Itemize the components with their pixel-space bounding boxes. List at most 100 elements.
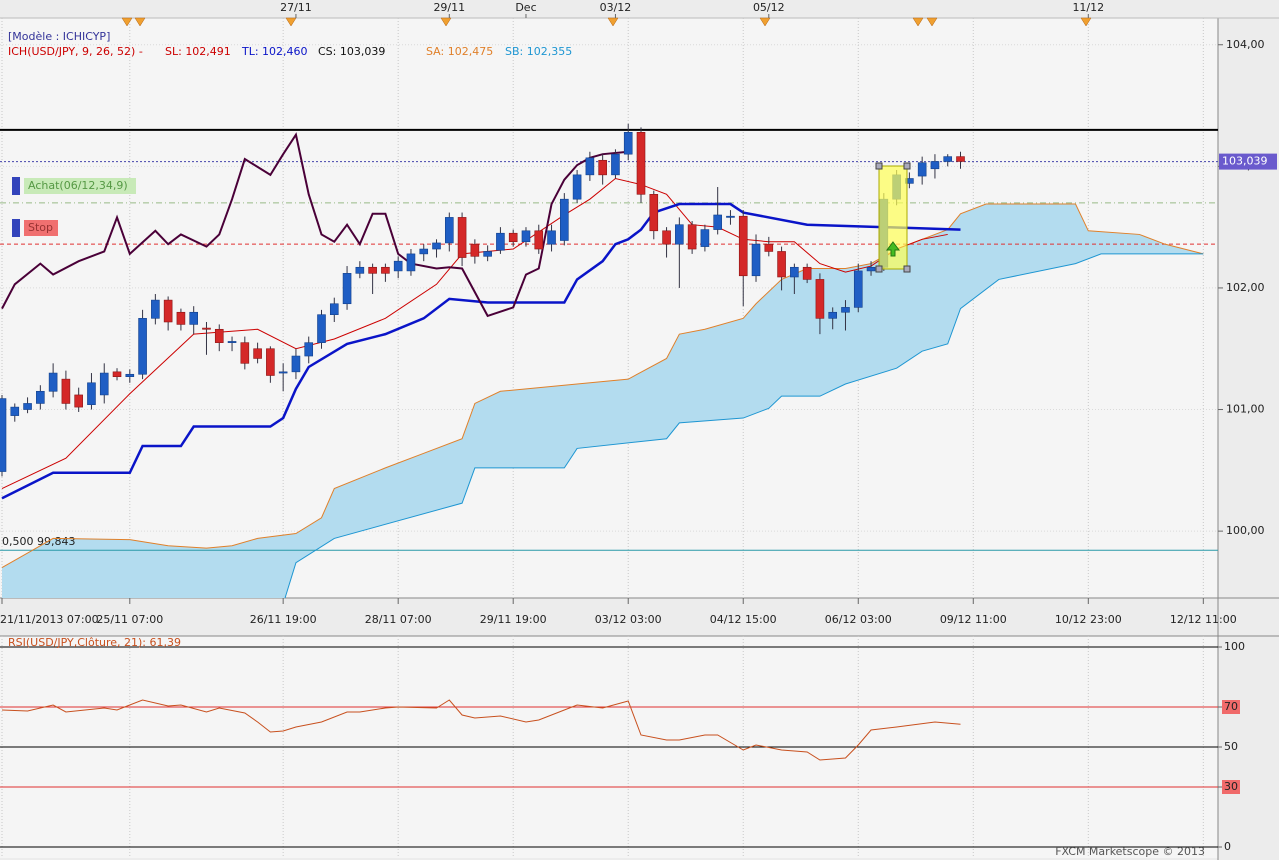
rsi-label: RSI(USD/JPY,Clôture, 21): 61,39 (8, 636, 181, 649)
candle-body (751, 243, 761, 277)
candle-body (381, 266, 390, 274)
candle-body (662, 230, 671, 245)
candle-body (496, 232, 505, 251)
x-tick-label: 28/11 07:00 (365, 613, 432, 626)
indicator-line (1, 132, 629, 318)
x-tick-label: 04/12 15:00 (710, 613, 777, 626)
candle-body (841, 307, 850, 313)
price-label: 103,039 (1222, 155, 1268, 168)
candle-body (0, 398, 7, 472)
candle-body (317, 314, 326, 343)
candle-body (432, 242, 441, 250)
annotation-marker (12, 177, 20, 195)
legend-entry: CS: 103,039 (318, 45, 385, 58)
handle (875, 162, 883, 170)
handle (903, 265, 911, 273)
candle-body (470, 243, 480, 257)
y-tick-label: 100,00 (1226, 524, 1265, 537)
candle-body (866, 266, 876, 272)
candle-body (700, 229, 710, 247)
candle-body (393, 260, 403, 272)
x-tick-label: 26/11 19:00 (250, 613, 317, 626)
legend-entry: SA: 102,475 (426, 45, 493, 58)
annotation-marker (12, 219, 20, 237)
candle-body (853, 270, 863, 308)
candle-body (815, 279, 825, 319)
x-tick-label: 29/11 19:00 (480, 613, 547, 626)
indicator-label: ICH(USD/JPY, 9, 26, 52) - (8, 45, 143, 58)
candle-body (687, 224, 697, 250)
candle-body (943, 156, 953, 162)
x-tick-label: 06/12 03:00 (825, 613, 892, 626)
candle-body (240, 342, 250, 364)
price-panel: 0,500 99,843 (0, 18, 1218, 598)
candle-body (138, 318, 147, 375)
model-label: [Modèle : ICHICYP] (8, 30, 110, 43)
candle-body (777, 251, 786, 278)
candle-body (930, 161, 940, 170)
annotation-label: Stop (28, 221, 53, 234)
top-tick-label: 03/12 (600, 1, 632, 14)
candle-body (585, 157, 595, 176)
candle-body (419, 248, 429, 255)
indicator-line (1, 699, 961, 761)
candle-body (112, 371, 122, 378)
top-tick-label: 11/12 (1072, 1, 1104, 14)
candle-body (189, 311, 198, 325)
rsi-tick-label: 50 (1224, 740, 1238, 753)
x-tick-label: 21/11/2013 07:00 (0, 613, 99, 626)
candle-body (355, 266, 365, 274)
candle-body (227, 341, 237, 343)
rsi-tick-label: 0 (1224, 840, 1231, 853)
candle-body (151, 299, 160, 319)
rsi-tick-box (1222, 700, 1240, 714)
candle-body (636, 131, 646, 195)
candle-body (406, 253, 416, 272)
top-tick-label: 05/12 (753, 1, 785, 14)
y-tick-label: 102,00 (1226, 281, 1265, 294)
indicator-line (284, 253, 1204, 598)
handle (903, 162, 911, 170)
candle-body (87, 382, 96, 405)
legend-entry: SB: 102,355 (505, 45, 572, 58)
candle-body (266, 348, 275, 376)
rsi-tick-label: 100 (1224, 640, 1245, 653)
candle-body (828, 311, 838, 319)
candle-body (125, 373, 135, 378)
candle-body (202, 327, 211, 330)
x-tick-label: 25/11 07:00 (96, 613, 163, 626)
candle-body (917, 162, 927, 177)
legend-entry: TL: 102,460 (241, 45, 308, 58)
candle-body (48, 372, 58, 392)
candle-body (368, 266, 377, 274)
candle-body (572, 174, 582, 200)
candle-body (36, 390, 45, 404)
price-plot-area (0, 18, 1218, 598)
candle-body (61, 378, 71, 404)
candle-body (956, 156, 965, 162)
candle-body (547, 230, 556, 245)
buy-arrow (886, 241, 900, 257)
indicator-line (1, 203, 1204, 569)
x-tick-label: 03/12 03:00 (595, 613, 662, 626)
candle-body (10, 406, 20, 416)
top-tick-label: 27/11 (280, 1, 312, 14)
top-tick-label: 29/11 (433, 1, 465, 14)
event-markers (121, 17, 1092, 27)
candle-body (304, 342, 314, 357)
candle-body (457, 217, 467, 258)
candle-body (99, 372, 109, 396)
rsi-tick-label: 70 (1224, 700, 1238, 713)
indicator-line (1, 202, 961, 500)
candle-body (483, 251, 492, 257)
candle-body (214, 328, 224, 343)
price-label-box (1219, 153, 1277, 170)
candle-body (74, 394, 83, 408)
candle-body (713, 214, 722, 230)
candle-body (790, 266, 799, 278)
candle-body (176, 311, 186, 325)
rsi-panel (0, 636, 1218, 858)
candle-body (508, 232, 518, 243)
annotation-box (24, 220, 58, 236)
